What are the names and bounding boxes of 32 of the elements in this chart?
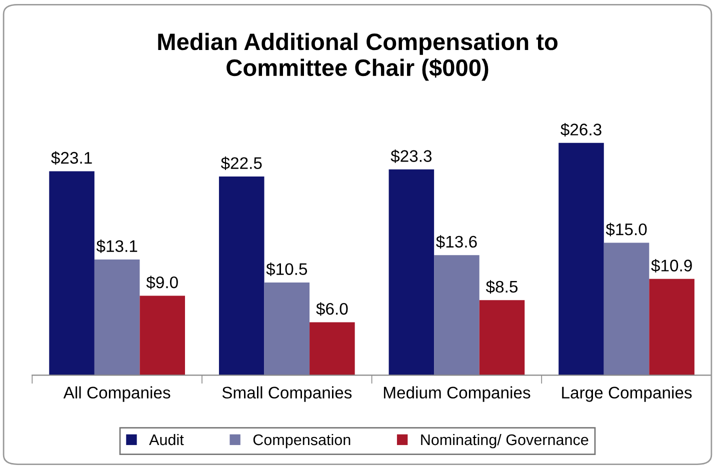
- data-label: $6.0: [316, 302, 348, 316]
- bar: [479, 300, 525, 376]
- x-tick-label: Large Companies: [562, 386, 692, 402]
- data-label: $22.5: [220, 156, 262, 170]
- bar: [388, 169, 434, 376]
- bar: [310, 322, 355, 376]
- data-label: $10.5: [266, 262, 308, 276]
- legend-label: Nominating/ Governance: [421, 434, 588, 448]
- bar: [558, 142, 604, 376]
- data-label: $10.9: [651, 258, 692, 272]
- data-label: $15.0: [606, 222, 647, 236]
- data-label: $8.5: [486, 280, 518, 294]
- bar: [434, 255, 480, 376]
- x-tick-label: Small Companies: [222, 386, 352, 402]
- bar: [264, 282, 310, 376]
- bar: [649, 278, 694, 376]
- data-label: $26.3: [560, 122, 602, 136]
- x-tick-label: Medium Companies: [384, 386, 530, 402]
- legend-label: Compensation: [253, 434, 350, 448]
- data-label: $9.0: [146, 276, 178, 290]
- bar: [140, 296, 186, 376]
- x-tick-label: All Companies: [63, 386, 170, 402]
- bar: [604, 242, 650, 376]
- bar: [49, 171, 94, 376]
- legend-label: Audit: [149, 434, 184, 446]
- data-label: $13.6: [436, 235, 477, 249]
- data-label: $13.1: [96, 240, 138, 254]
- data-label: $23.3: [390, 149, 432, 163]
- chart-title: Median Additional Compensation to Committee Chair ($000): [158, 32, 558, 81]
- bar: [218, 176, 264, 376]
- bar: [94, 260, 140, 376]
- data-label: $23.1: [51, 151, 92, 165]
